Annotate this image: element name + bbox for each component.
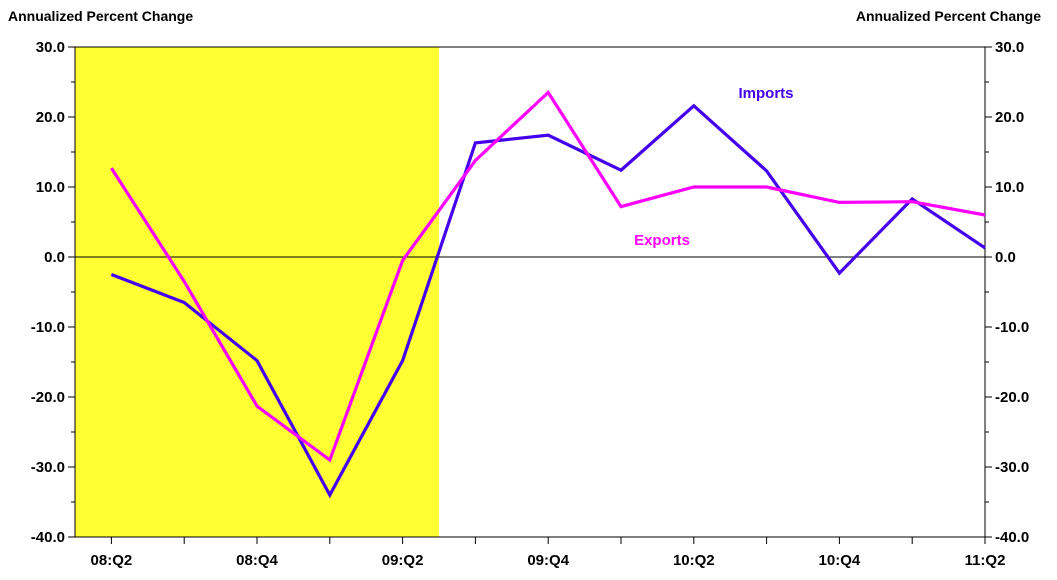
y-tick-label-right: 0.0 (995, 249, 1016, 266)
imports-series-label: Imports (738, 85, 793, 102)
x-tick-label: 10:Q2 (673, 552, 715, 569)
y-tick-label-left: -10.0 (31, 319, 65, 336)
x-tick-label: 11:Q2 (965, 552, 1006, 569)
y-tick-label-left: -40.0 (31, 529, 65, 546)
y-tick-label-right: 20.0 (995, 109, 1024, 126)
y-tick-label-left: 30.0 (36, 39, 65, 56)
right-axis-title: Annualized Percent Change (855, 8, 1041, 24)
x-tick-label: 09:Q4 (527, 552, 569, 569)
shaded-region (75, 47, 439, 537)
y-tick-label-right: -40.0 (995, 529, 1029, 546)
y-tick-label-left: 10.0 (36, 179, 65, 196)
left-axis-title: Annualized Percent Change (8, 8, 194, 24)
y-tick-label-left: -30.0 (31, 459, 65, 476)
y-tick-label-left: 20.0 (36, 109, 65, 126)
y-tick-label-right: 30.0 (995, 39, 1024, 56)
exports-series-label: Exports (634, 232, 690, 249)
imports-line (110, 103, 986, 499)
x-tick-label: 10:Q4 (819, 552, 861, 569)
y-tick-label-right: 10.0 (995, 179, 1024, 196)
y-tick-label-right: -30.0 (995, 459, 1029, 476)
y-tick-label-left: -20.0 (31, 389, 65, 406)
y-tick-label-right: -10.0 (995, 319, 1029, 336)
x-tick-label: 09:Q2 (382, 552, 424, 569)
y-tick-label-right: -20.0 (995, 389, 1029, 406)
y-tick-label-left: 0.0 (44, 249, 65, 266)
x-tick-label: 08:Q2 (91, 552, 133, 569)
exports-line (110, 90, 986, 463)
x-tick-label: 08:Q4 (236, 552, 278, 569)
